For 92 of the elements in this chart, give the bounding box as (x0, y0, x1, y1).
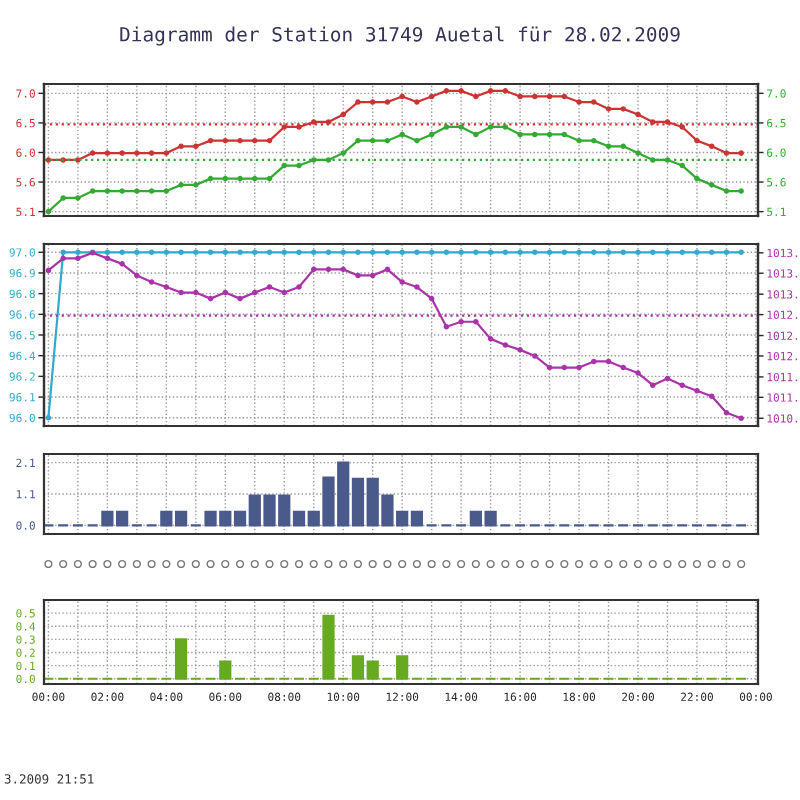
point (45, 208, 52, 215)
bar (396, 655, 409, 680)
point (237, 295, 243, 302)
point (193, 143, 199, 150)
point (708, 143, 715, 150)
point (252, 289, 258, 296)
point (738, 150, 744, 156)
point (193, 289, 199, 296)
point (473, 318, 479, 325)
point (738, 188, 744, 194)
point (620, 143, 627, 150)
point (694, 387, 700, 394)
point (561, 364, 568, 371)
point (428, 93, 435, 100)
point (473, 131, 479, 138)
point (620, 364, 627, 371)
point (310, 266, 317, 273)
point (635, 370, 641, 376)
point (532, 131, 538, 138)
point (340, 111, 346, 118)
point (399, 279, 405, 285)
chart-title: Diagramm der Station 31749 Auetal für 28.02.2009 (120, 26, 680, 46)
point (369, 272, 376, 279)
point (399, 93, 405, 100)
point (546, 131, 553, 138)
point (694, 175, 700, 182)
point (679, 162, 686, 169)
point (561, 131, 568, 138)
point (237, 175, 243, 182)
point (723, 409, 730, 416)
point (428, 131, 435, 138)
point (281, 289, 288, 296)
point (178, 289, 184, 296)
point (134, 272, 140, 279)
point (414, 99, 420, 105)
point (163, 150, 170, 156)
point (458, 318, 464, 325)
point (384, 137, 391, 144)
point (502, 124, 509, 130)
point (325, 266, 332, 273)
point (517, 131, 523, 138)
point (281, 162, 288, 169)
point (591, 358, 597, 365)
point (473, 93, 479, 100)
point (443, 323, 450, 330)
point (266, 284, 273, 290)
point (222, 289, 229, 296)
point (546, 93, 553, 100)
point (399, 131, 405, 138)
point (237, 137, 243, 144)
point (649, 382, 656, 388)
point (222, 137, 229, 144)
point (266, 175, 273, 182)
bar (174, 638, 188, 680)
point (428, 295, 435, 302)
point (163, 284, 170, 290)
point (163, 188, 170, 194)
point (45, 267, 52, 274)
point (635, 111, 641, 118)
point (252, 175, 258, 182)
point (222, 175, 229, 182)
point (414, 284, 420, 290)
point (207, 295, 214, 302)
point (148, 279, 155, 285)
point (266, 137, 273, 144)
point (178, 143, 184, 150)
point (487, 336, 494, 342)
point (207, 175, 214, 182)
point (502, 342, 509, 348)
point (45, 157, 52, 163)
point (60, 255, 66, 262)
point (561, 93, 568, 100)
point (708, 393, 715, 399)
point (576, 364, 582, 371)
point (340, 266, 346, 273)
point (340, 150, 346, 156)
point (252, 137, 258, 144)
point (517, 93, 523, 100)
point (355, 272, 361, 279)
point (369, 137, 376, 144)
point (296, 284, 302, 290)
point (104, 255, 111, 262)
point (296, 162, 302, 169)
point (738, 415, 744, 422)
point (723, 150, 730, 156)
point (546, 364, 553, 371)
point (605, 143, 612, 150)
point (384, 266, 391, 273)
point (723, 188, 730, 194)
point (532, 93, 538, 100)
point (635, 150, 641, 156)
point (207, 137, 214, 144)
